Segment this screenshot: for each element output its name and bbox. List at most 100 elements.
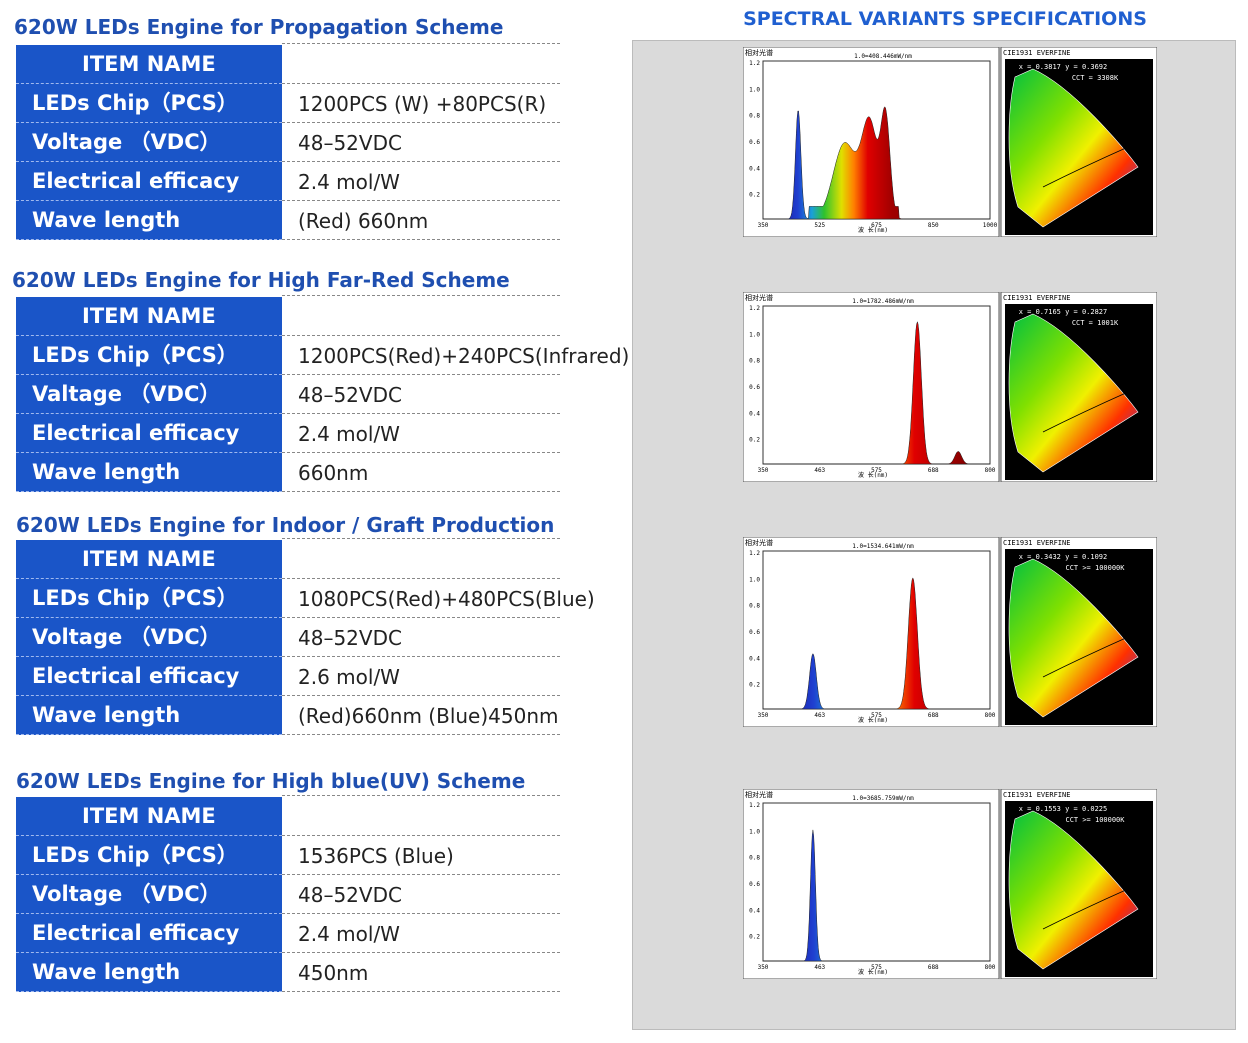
cie-locus bbox=[1042, 636, 1129, 678]
chart-bg bbox=[743, 292, 1000, 482]
row-label: Electrical efficacy bbox=[16, 162, 282, 201]
row-value: 1080PCS(Red)+480PCS(Blue) bbox=[282, 579, 595, 618]
row-label: Electrical efficacy bbox=[16, 657, 282, 696]
cie-cct: CCT >= 100000K bbox=[1065, 564, 1125, 572]
scale-label: 1.0=3685.759mW/nm bbox=[852, 795, 914, 802]
table-row: Wave length (Red) 660nm bbox=[16, 201, 560, 240]
y-tick-label: 0.6 bbox=[749, 139, 760, 146]
x-tick-label: 850 bbox=[928, 222, 939, 229]
dash-line bbox=[282, 295, 560, 296]
dash-line bbox=[282, 795, 560, 796]
table-row: Electrical efficacy 2.6 mol/W bbox=[16, 657, 560, 696]
value-cell bbox=[282, 797, 560, 836]
scale-label: 1.0=1534.641mW/nm bbox=[852, 543, 914, 550]
y-axis-label: 相对光谱 bbox=[745, 48, 773, 57]
cie-horseshoe bbox=[1008, 810, 1139, 970]
section-title: 620W LEDs Engine for High Far-Red Scheme bbox=[12, 268, 510, 292]
row-value: 2.4 mol/W bbox=[282, 414, 560, 453]
y-axis-label: 相对光谱 bbox=[745, 790, 773, 799]
row-label: Wave length bbox=[16, 201, 282, 240]
row-value: 660nm bbox=[282, 453, 560, 492]
x-tick-label: 463 bbox=[814, 467, 825, 474]
row-value: 48–52VDC bbox=[282, 375, 560, 414]
y-tick-label: 0.2 bbox=[749, 437, 760, 444]
y-tick-label: 0.8 bbox=[749, 113, 760, 120]
x-tick-label: 463 bbox=[814, 712, 825, 719]
table-row: Voltage （VDC） 48–52VDC bbox=[16, 123, 560, 162]
table-row: LEDs Chip（PCS） 1200PCS (W) +80PCS(R) bbox=[16, 84, 560, 123]
y-axis-label: 相对光谱 bbox=[745, 538, 773, 547]
cie-title: CIE1931 EVERFINE bbox=[1003, 294, 1070, 302]
row-label: Wave length bbox=[16, 696, 282, 735]
header-cell: ITEM NAME bbox=[16, 797, 282, 836]
row-value: 2.4 mol/W bbox=[282, 914, 560, 953]
y-tick-label: 0.8 bbox=[749, 358, 760, 365]
x-tick-label: 1000 bbox=[983, 222, 998, 229]
x-axis-label: 波 长(nm) bbox=[858, 226, 888, 234]
section-title: 620W LEDs Engine for Propagation Scheme bbox=[14, 15, 504, 39]
table-row: Wave length (Red)660nm (Blue)450nm bbox=[16, 696, 560, 735]
row-label: Valtage （VDC） bbox=[16, 375, 282, 414]
x-tick-label: 800 bbox=[985, 467, 996, 474]
cie-xy: x = 0.1553 y = 0.0225 bbox=[1019, 805, 1108, 813]
cie-horseshoe bbox=[1008, 313, 1139, 473]
x-tick-label: 800 bbox=[985, 712, 996, 719]
x-axis-label: 波 长(nm) bbox=[858, 968, 888, 976]
table-row: Wave length 660nm bbox=[16, 453, 560, 492]
y-tick-label: 0.6 bbox=[749, 881, 760, 888]
row-value: (Red)660nm (Blue)450nm bbox=[282, 696, 560, 735]
value-cell bbox=[282, 540, 560, 579]
row-label: LEDs Chip（PCS） bbox=[16, 579, 282, 618]
cie-cct: CCT = 3308K bbox=[1072, 74, 1119, 82]
cie-title: CIE1931 EVERFINE bbox=[1003, 791, 1070, 799]
x-tick-label: 800 bbox=[985, 964, 996, 971]
x-tick-label: 463 bbox=[814, 964, 825, 971]
spectrum-curve bbox=[763, 106, 990, 220]
table-row: ITEM NAME bbox=[16, 45, 560, 84]
y-tick-label: 1.2 bbox=[749, 550, 760, 557]
table-row: Electrical efficacy 2.4 mol/W bbox=[16, 414, 560, 453]
x-tick-label: 575 bbox=[871, 712, 882, 719]
header-cell: ITEM NAME bbox=[16, 297, 282, 336]
table-row: Valtage （VDC） 48–52VDC bbox=[16, 375, 560, 414]
row-value: 2.4 mol/W bbox=[282, 162, 560, 201]
chart-bg bbox=[743, 789, 1000, 979]
dash-line bbox=[282, 538, 560, 539]
y-tick-label: 0.6 bbox=[749, 384, 760, 391]
cie-xy: x = 0.3432 y = 0.1092 bbox=[1019, 553, 1108, 561]
x-tick-label: 525 bbox=[814, 222, 825, 229]
x-axis-label: 波 长(nm) bbox=[858, 471, 888, 479]
section-title: 620W LEDs Engine for Indoor / Graft Prod… bbox=[16, 513, 555, 537]
table-row: LEDs Chip（PCS） 1536PCS (Blue) bbox=[16, 836, 560, 875]
table-row: ITEM NAME bbox=[16, 540, 560, 579]
table-row: Voltage （VDC） 48–52VDC bbox=[16, 618, 560, 657]
spectrum-curve bbox=[763, 829, 990, 962]
value-cell bbox=[282, 45, 560, 84]
y-tick-label: 1.2 bbox=[749, 802, 760, 809]
dash-line bbox=[282, 43, 560, 44]
x-axis-label: 波 长(nm) bbox=[858, 716, 888, 724]
x-tick-label: 688 bbox=[928, 964, 939, 971]
scale-label: 1.0=1782.486mW/nm bbox=[852, 298, 914, 305]
table-row: Electrical efficacy 2.4 mol/W bbox=[16, 162, 560, 201]
x-tick-label: 688 bbox=[928, 467, 939, 474]
panel-title: SPECTRAL VARIANTS SPECIFICATIONS bbox=[743, 8, 1147, 30]
y-tick-label: 0.2 bbox=[749, 192, 760, 199]
table-row: Wave length 450nm bbox=[16, 953, 560, 992]
y-tick-label: 1.0 bbox=[749, 331, 760, 338]
spectrum-figure: 相对光谱 1.0=3685.759mW/nm 1.2 1.0 0.8 0.6 0.4 0.2 3… bbox=[743, 789, 1157, 979]
y-tick-label: 0.8 bbox=[749, 603, 760, 610]
row-value: 1200PCS (W) +80PCS(R) bbox=[282, 84, 560, 123]
x-tick-label: 350 bbox=[758, 712, 769, 719]
y-tick-label: 1.2 bbox=[749, 60, 760, 67]
row-value: 2.6 mol/W bbox=[282, 657, 560, 696]
row-label: LEDs Chip（PCS） bbox=[16, 836, 282, 875]
spectrum-curve bbox=[763, 320, 990, 465]
row-value: 48–52VDC bbox=[282, 875, 560, 914]
section-title: 620W LEDs Engine for High blue(UV) Schem… bbox=[16, 769, 526, 793]
row-value: 1200PCS(Red)+240PCS(Infrared) bbox=[282, 336, 629, 375]
x-tick-label: 688 bbox=[928, 712, 939, 719]
cie-title: CIE1931 EVERFINE bbox=[1003, 49, 1070, 57]
y-tick-label: 1.0 bbox=[749, 86, 760, 93]
